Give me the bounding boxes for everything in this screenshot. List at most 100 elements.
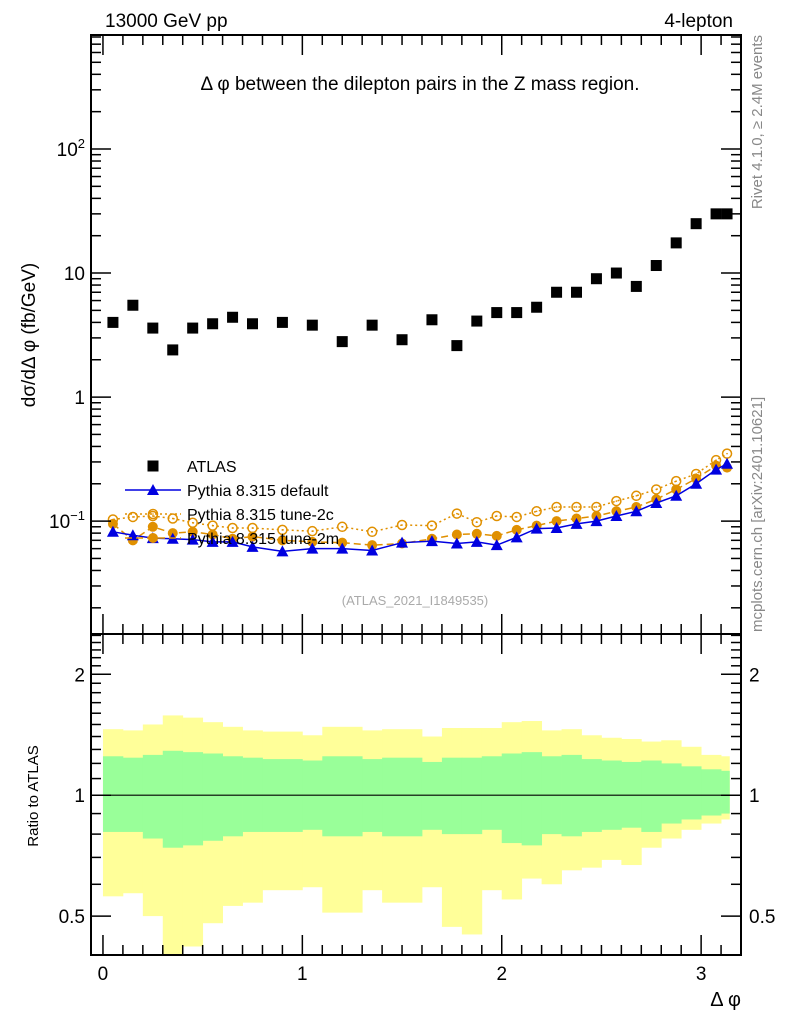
data-point-pythia-8-315-tune-2c-center [431,524,433,527]
data-point-atlas [147,322,159,334]
series-atlas [107,208,733,356]
data-point-pythia-8-315-tune-2m [187,526,198,537]
legend-marker-center [152,513,154,515]
data-point-atlas [366,319,378,331]
data-point-atlas [721,208,733,220]
data-point-pythia-8-315-default [610,509,623,521]
data-point-atlas [451,340,463,352]
data-point-pythia-8-315-default [710,463,723,475]
data-point-pythia-8-315-tune-2c-center [615,500,618,502]
data-point-pythia-8-315-tune-2c [491,510,503,522]
x-tick-label: 3 [696,964,707,985]
data-point-pythia-8-315-tune-2c-center [515,516,518,518]
legend-entry-pythia-8-315-tune-2m: Pythia 8.315 tune-2m [125,531,339,548]
data-point-pythia-8-315-default [670,489,683,501]
data-point-pythia-8-315-tune-2c [336,521,348,533]
y-tick-label: 102 [57,136,85,161]
legend-entry-pythia-8-315-tune-2c: Pythia 8.315 tune-2c [125,507,334,524]
data-point-pythia-8-315-default [550,522,563,534]
data-point-pythia-8-315-tune-2c [651,484,662,495]
ratio-band-inner [102,756,124,832]
mcplots-label: mcplots.cern.ch [arXiv:2401.10621] [749,397,766,632]
data-point-pythia-8-315-tune-2c [551,501,562,513]
rivet-version-label: Rivet 4.1.0, ≥ 2.4M events [749,35,766,209]
x-axis-label: Δ φ [710,989,741,1011]
ratio-band-inner [421,761,443,830]
ratio-y-tick-label: 2 [74,665,85,686]
data-point-atlas [630,280,642,292]
legend-marker [147,484,159,495]
ratio-band-inner [461,757,483,835]
ratio-y-tick-label-right: 1 [749,786,760,807]
data-point-pythia-8-315-default [206,535,219,547]
data-point-pythia-8-315-default [690,477,703,489]
data-point-pythia-8-315-default [366,544,379,556]
ratio-band-inner [481,756,503,830]
data-point-atlas [306,319,318,331]
data-point-pythia-8-315-tune-2m [451,529,462,540]
data-point-pythia-8-315-default [590,515,603,527]
data-point-pythia-8-315-tune-2m [207,529,218,540]
data-point-atlas [590,273,602,285]
chart-title: Δ φ between the dilepton pairs in the Z … [200,74,639,95]
data-point-pythia-8-315-tune-2c [471,516,483,528]
ratio-band-inner [142,754,164,839]
ratio-band-inner [162,750,184,848]
data-point-pythia-8-315-tune-2c-center [555,506,558,508]
data-point-pythia-8-315-tune-2m [277,535,288,546]
data-point-pythia-8-315-tune-2c-center [191,521,194,524]
data-point-atlas [491,307,503,319]
data-point-pythia-8-315-default [396,536,409,548]
data-point-atlas [426,314,438,326]
data-point-pythia-8-315-tune-2c-center [341,525,344,528]
data-point-atlas [187,322,199,334]
data-point-pythia-8-315-tune-2m [471,528,482,539]
data-point-atlas [336,336,348,348]
data-point-atlas [167,344,179,356]
data-point-pythia-8-315-tune-2c [451,508,463,519]
ratio-band-inner [382,757,423,837]
x-tick-label: 2 [496,964,507,985]
x-tick-label: 1 [297,964,308,985]
data-point-atlas [396,334,408,346]
data-point-pythia-8-315-tune-2c-center [371,531,373,533]
ratio-y-tick-label-right: 0.5 [749,907,775,928]
data-point-atlas [690,218,702,230]
data-point-atlas [471,315,483,327]
header-left-label: 13000 GeV pp [105,11,228,32]
legend-label: ATLAS [187,459,237,476]
data-point-atlas [227,311,239,323]
data-point-atlas [650,260,662,272]
data-point-pythia-8-315-tune-2c-center [535,510,538,513]
legend-label: Pythia 8.315 default [187,483,329,500]
data-point-pythia-8-315-default [570,517,583,529]
legend: ATLAS Pythia 8.315 default Pythia 8.315 tu… [125,459,339,548]
data-point-atlas [247,318,259,330]
data-point-pythia-8-315-tune-2c-center [171,517,174,520]
legend-label: Pythia 8.315 tune-2m [187,531,339,548]
legend-marker [148,533,158,543]
ratio-band-inner [721,770,730,814]
data-point-pythia-8-315-tune-2c [531,506,542,517]
data-point-pythia-8-315-tune-2c-center [401,524,403,526]
legend-entry-atlas: ATLAS [147,459,237,476]
ratio-band-inner [681,766,702,820]
legend-marker [147,460,159,472]
data-point-pythia-8-315-default [186,533,199,545]
watermark-label: (ATLAS_2021_I1849535) [342,593,488,608]
data-point-pythia-8-315-tune-2c-center [715,459,717,461]
legend-marker [147,508,159,520]
data-point-atlas [276,316,288,328]
data-point-pythia-8-315-default [226,535,239,547]
data-point-atlas [610,267,622,279]
data-point-pythia-8-315-tune-2c [227,522,238,534]
data-point-pythia-8-315-default [306,542,319,554]
data-point-pythia-8-315-tune-2m [511,524,522,535]
data-point-pythia-8-315-tune-2c-center [456,512,458,515]
data-point-pythia-8-315-tune-2c-center [595,506,598,508]
legend-entry-pythia-8-315-default: Pythia 8.315 default [125,483,329,500]
data-point-pythia-8-315-tune-2c [611,495,622,507]
ratio-y-axis-label: Ratio to ATLAS [25,745,42,846]
data-point-pythia-8-315-tune-2c-center [476,521,478,524]
y-tick-label: 1 [74,388,85,409]
